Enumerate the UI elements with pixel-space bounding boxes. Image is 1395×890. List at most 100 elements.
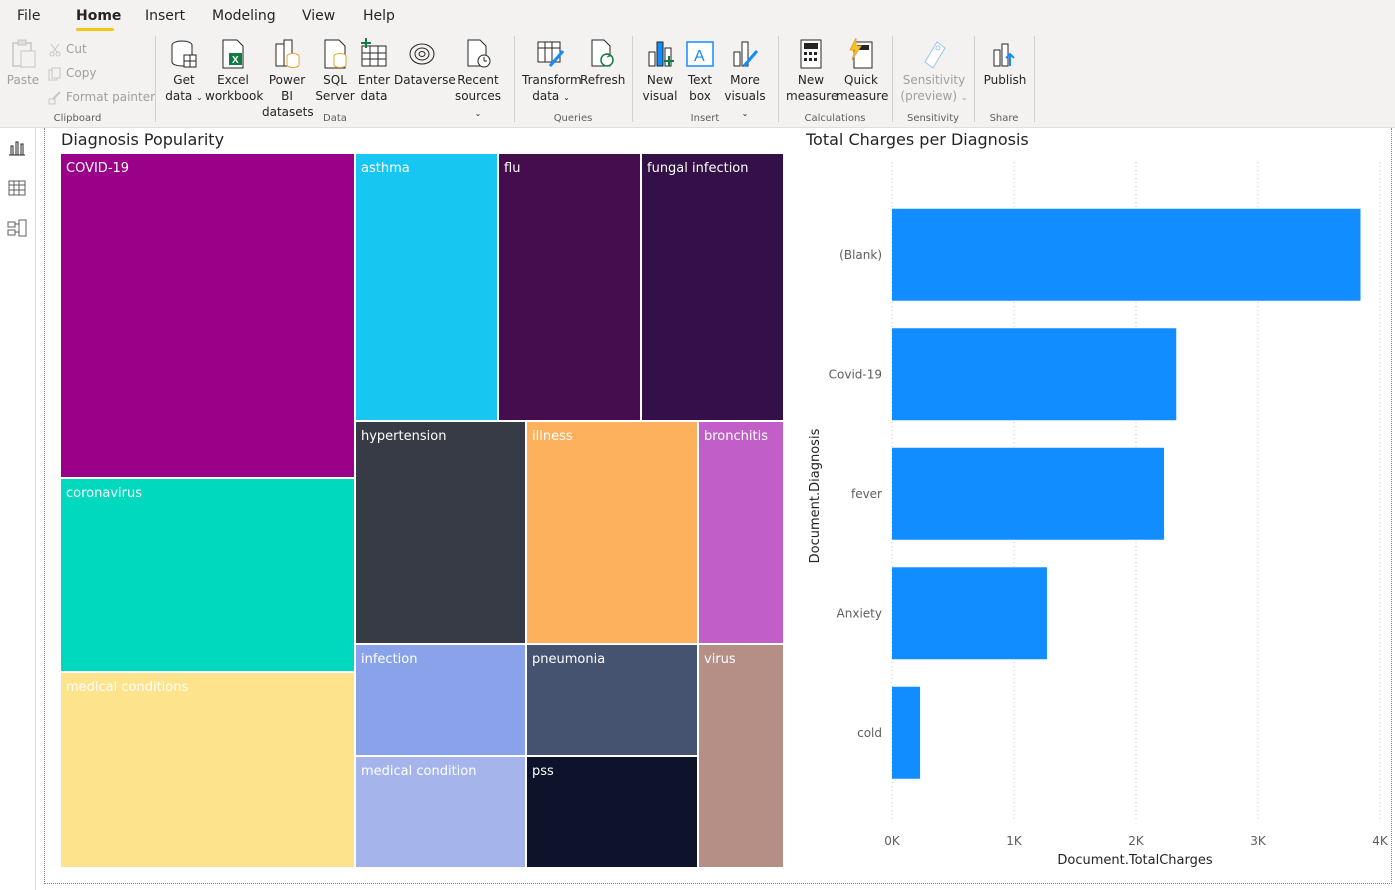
y-axis-title: Document.Diagnosis — [808, 428, 823, 563]
x-tick-labels: 0K 1K 2K 3K 4K — [884, 834, 1389, 848]
menu-file[interactable]: File — [17, 8, 41, 24]
transform-data-button[interactable]: Transform data ⌄ — [522, 38, 582, 106]
treemap-tile[interactable]: flu — [498, 153, 641, 421]
treemap-tile[interactable]: asthma — [355, 153, 498, 421]
bar[interactable] — [892, 328, 1177, 421]
excel-label-2: workbook — [205, 89, 264, 103]
get-data-button[interactable]: Get data ⌄ — [164, 38, 204, 106]
x-tick-label: 0K — [884, 834, 901, 848]
treemap-tile[interactable]: hypertension — [355, 421, 526, 644]
ribbon-separator — [892, 36, 893, 122]
quick-measure-button[interactable]: Quick measure — [836, 38, 888, 104]
chevron-down-icon: ⌄ — [474, 109, 482, 118]
treemap-tile[interactable]: COVID-19 — [60, 153, 355, 478]
powerbi-datasets-button[interactable]: Power BI datasets — [262, 38, 314, 120]
dataverse-button[interactable]: Dataverse — [394, 38, 456, 88]
bar[interactable] — [892, 208, 1361, 301]
new-measure-label-2: measure — [786, 89, 839, 103]
model-view-icon[interactable] — [7, 218, 27, 238]
refresh-button[interactable]: Refresh — [580, 38, 625, 88]
copy-button[interactable]: Copy — [48, 64, 96, 82]
text-box-icon: A — [686, 41, 714, 67]
ribbon-separator — [778, 36, 779, 122]
tile-label: COVID-19 — [66, 161, 130, 176]
table-plus-icon — [361, 38, 387, 67]
group-label-insert: Insert — [690, 113, 720, 124]
menu-home[interactable]: Home — [76, 8, 122, 24]
chevron-down-icon: ⌄ — [960, 93, 968, 102]
treemap-tile[interactable]: virus — [698, 644, 784, 868]
enter-data-button[interactable]: Enter data — [356, 38, 392, 104]
bar[interactable] — [892, 447, 1165, 540]
quick-measure-label-1: Quick — [844, 73, 878, 87]
dataverse-icon — [409, 43, 435, 65]
menu-view[interactable]: View — [302, 8, 336, 24]
get-data-label-1: Get — [173, 73, 195, 87]
new-visual-label-1: New — [646, 73, 674, 87]
bar[interactable] — [892, 567, 1047, 660]
treemap-tile[interactable]: pneumonia — [526, 644, 698, 756]
more-visuals-label-1: More — [730, 73, 760, 87]
tile-label: bronchitis — [704, 429, 768, 444]
treemap-tile[interactable]: pss — [526, 756, 698, 868]
recent-sources-button[interactable]: Recent sources ⌄ — [452, 38, 504, 122]
category-label: cold — [857, 726, 882, 740]
bar-chart-title: Total Charges per Diagnosis — [806, 130, 1029, 149]
group-label-clipboard: Clipboard — [53, 113, 102, 124]
enter-label-2: data — [360, 89, 388, 103]
tile-label: virus — [704, 652, 736, 667]
sensitivity-button[interactable]: Sensitivity (preview) ⌄ — [900, 38, 968, 106]
text-box-button[interactable]: A Text box — [682, 38, 718, 104]
excel-workbook-button[interactable]: X Excel workbook — [205, 38, 264, 104]
treemap-tile[interactable]: fungal infection — [641, 153, 784, 421]
sql-label-1: SQL — [323, 73, 347, 87]
transform-label-2: data — [532, 89, 560, 103]
treemap-tile[interactable]: medical conditions — [60, 672, 355, 868]
paste-button[interactable]: Paste — [6, 38, 40, 88]
ribbon-separator — [1034, 36, 1035, 122]
treemap-tile[interactable]: infection — [355, 644, 526, 756]
tile-label: illness — [532, 429, 573, 444]
copy-icon — [48, 67, 61, 80]
sql-server-icon — [324, 39, 347, 69]
tile-label: hypertension — [361, 429, 447, 444]
format-painter-label: Format painter — [66, 90, 156, 104]
treemap-tile[interactable]: medical condition — [355, 756, 526, 868]
group-label-sensitivity: Sensitivity — [906, 113, 960, 124]
tile-label: fungal infection — [647, 161, 749, 176]
data-view-icon[interactable] — [7, 178, 27, 198]
menu-modeling[interactable]: Modeling — [212, 8, 276, 24]
diagnosis-treemap[interactable]: COVID-19 coronavirus medical conditions … — [60, 153, 784, 868]
report-canvas[interactable] — [44, 128, 1392, 884]
chevron-down-icon: ⌄ — [741, 109, 749, 118]
more-visuals-button[interactable]: More visuals ⌄ — [720, 38, 770, 122]
ribbon-separator — [632, 36, 633, 122]
cut-button[interactable]: Cut — [48, 40, 87, 58]
sql-server-button[interactable]: SQL Server — [315, 38, 355, 104]
new-measure-button[interactable]: New measure — [786, 38, 839, 104]
report-view-icon[interactable] — [7, 138, 27, 158]
excel-icon: X — [222, 39, 244, 69]
treemap-tile[interactable]: coronavirus — [60, 478, 355, 672]
dataverse-label: Dataverse — [394, 73, 456, 87]
category-label: fever — [851, 487, 882, 501]
format-painter-button[interactable]: Format painter — [48, 88, 155, 106]
active-tab-indicator — [76, 28, 114, 31]
bar[interactable] — [892, 686, 921, 779]
view-rail — [0, 128, 36, 890]
recent-label-2: sources — [454, 89, 502, 103]
tile-label: pneumonia — [532, 652, 606, 667]
treemap-tile[interactable]: bronchitis — [698, 421, 784, 644]
menu-help[interactable]: Help — [363, 8, 395, 24]
text-box-label-1: Text — [687, 73, 713, 87]
tile-label: medical conditions — [66, 680, 189, 695]
excel-label-1: Excel — [217, 73, 249, 87]
total-charges-bar-chart[interactable]: (Blank) Covid-19 fever Anxiety cold 0K 1K 2K 3K… — [800, 150, 1392, 880]
enter-label-1: Enter — [357, 73, 391, 87]
publish-button[interactable]: Publish — [982, 38, 1028, 88]
new-visual-button[interactable]: New visual — [640, 38, 680, 104]
menu-insert[interactable]: Insert — [145, 8, 186, 24]
treemap-tile[interactable]: illness — [526, 421, 698, 644]
more-visuals-label-2: visuals — [724, 89, 766, 103]
ribbon-separator — [974, 36, 975, 122]
